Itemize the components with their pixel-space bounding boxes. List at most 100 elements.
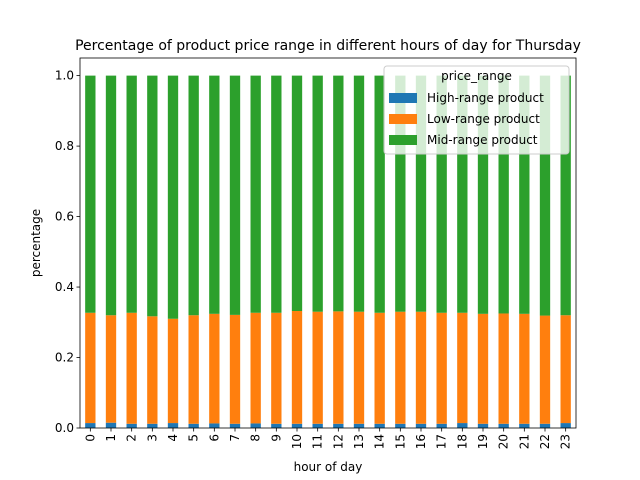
bar-segment <box>560 423 571 428</box>
y-tick-label: 0.8 <box>55 139 74 153</box>
bar-segment <box>395 75 406 312</box>
bar-segment <box>209 75 220 314</box>
y-tick-label: 0.0 <box>55 421 74 435</box>
x-tick-label: 1 <box>104 434 118 442</box>
bar-segment <box>415 75 427 312</box>
x-tick-label: 5 <box>187 434 201 442</box>
bar-segment <box>312 311 323 424</box>
bar-segment <box>209 423 220 428</box>
x-tick-label: 7 <box>228 434 242 442</box>
x-tick-label: 18 <box>455 434 469 449</box>
bar-segment <box>291 311 303 424</box>
bar-segment <box>291 75 303 312</box>
bar-segment <box>105 315 117 423</box>
bar-segment <box>126 312 137 424</box>
bar-segment <box>436 312 447 424</box>
bar-segment <box>147 316 158 424</box>
x-tick-label: 0 <box>83 434 97 442</box>
bar-segment <box>436 75 447 313</box>
bar-segment <box>560 75 571 316</box>
x-tick-label: 16 <box>414 434 428 449</box>
x-tick-label: 15 <box>393 434 407 449</box>
x-tick-label: 6 <box>207 434 221 442</box>
bar-segment <box>539 423 551 428</box>
legend-title: price_range <box>441 69 512 83</box>
bar-segment <box>498 75 509 314</box>
x-tick-label: 20 <box>497 434 511 449</box>
bar-segment <box>126 75 137 313</box>
x-tick-label: 2 <box>125 434 139 442</box>
bar-segment <box>333 423 344 428</box>
x-tick-label: 10 <box>290 434 304 449</box>
legend: price_range High-range product Low-range p… <box>383 65 570 155</box>
bar-segment <box>167 75 179 319</box>
bar-segment <box>519 313 530 424</box>
y-tick-label: 0.6 <box>55 210 74 224</box>
legend-swatch <box>389 93 417 103</box>
bar-segment <box>353 311 365 424</box>
bar-segment <box>477 313 489 424</box>
bar-segment <box>415 423 427 428</box>
y-tick-label: 0.2 <box>55 351 74 365</box>
x-tick-label: 17 <box>435 434 449 449</box>
bar-segment <box>312 423 323 428</box>
legend-box <box>383 65 570 155</box>
bar-segment <box>374 312 385 424</box>
legend-entry-label: Mid-range product <box>427 133 538 147</box>
bar-segment <box>229 423 241 428</box>
bar-segment <box>250 75 261 313</box>
bar-segment <box>167 423 179 428</box>
y-tick-label: 1.0 <box>55 69 74 83</box>
bar-segment <box>539 75 551 316</box>
bar-segment <box>539 315 551 424</box>
bar-segment <box>415 311 427 424</box>
x-axis-label: hour of day <box>294 460 363 474</box>
bar-segment <box>209 313 220 424</box>
bar-segment <box>105 75 117 316</box>
x-tick-label: 14 <box>373 434 387 449</box>
x-tick-label: 9 <box>269 434 283 442</box>
x-tick-label: 4 <box>166 434 180 442</box>
x-tick-label: 23 <box>559 434 573 449</box>
y-axis-label: percentage <box>29 209 43 277</box>
bar-segment <box>333 75 344 312</box>
y-tick-label: 0.4 <box>55 280 74 294</box>
y-axis: 0.0 0.2 0.4 0.6 0.8 1.0 <box>55 69 80 435</box>
bar-segment <box>374 75 385 313</box>
bar-segment <box>477 75 489 314</box>
x-tick-label: 22 <box>538 434 552 449</box>
bar-segment <box>395 423 406 428</box>
bar-segment <box>498 423 509 428</box>
bar-segment <box>229 75 241 315</box>
bar-segment <box>519 75 530 314</box>
x-tick-label: 8 <box>249 434 263 442</box>
bar-segment <box>457 312 468 424</box>
x-tick-label: 13 <box>352 434 366 449</box>
legend-entry-label: High-range product <box>427 91 544 105</box>
bar-segment <box>188 423 199 428</box>
bar-segment <box>333 311 344 424</box>
bar-segment <box>353 423 365 428</box>
legend-entry-label: Low-range product <box>427 112 540 126</box>
bar-segment <box>271 312 282 424</box>
plot-frame <box>79 57 577 429</box>
bar-segment <box>85 75 96 313</box>
bar-segment <box>312 75 323 312</box>
bar-segment <box>105 422 117 428</box>
bar-segment <box>147 75 158 317</box>
bar-segment <box>229 314 241 424</box>
bar-segment <box>250 312 261 424</box>
bar-segment <box>457 423 468 428</box>
bar-segment <box>560 315 571 424</box>
x-axis: 0 1 2 3 4 5 6 7 8 9 10 11 12 13 14 15 16 17 18 19 20 21 22 23 <box>83 428 573 449</box>
bar-segment <box>188 315 199 424</box>
x-tick-label: 3 <box>145 434 159 442</box>
bar-segment <box>291 423 303 428</box>
bar-segment <box>147 423 158 428</box>
bar-segment <box>457 75 468 313</box>
bar-segment <box>85 423 96 428</box>
bar-segment <box>395 311 406 424</box>
x-tick-label: 12 <box>331 434 345 449</box>
bar-segment <box>126 423 137 428</box>
